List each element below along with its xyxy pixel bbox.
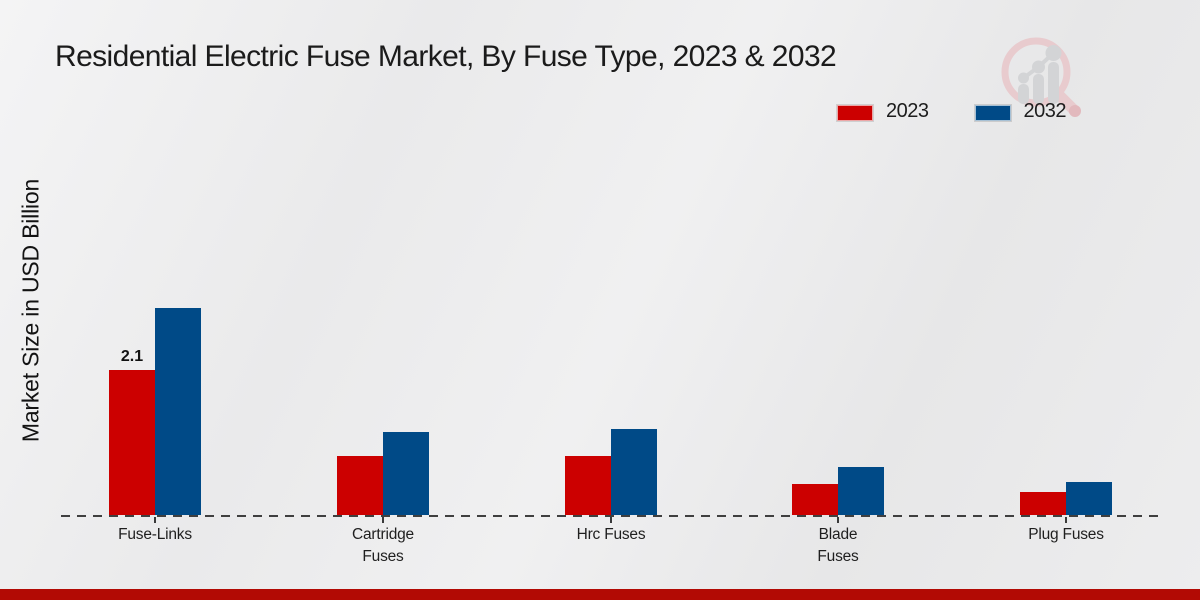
- x-axis-tick: [1065, 517, 1067, 523]
- bar-value-label: 2.1: [120, 348, 144, 365]
- bar-2023-category-0: [109, 370, 155, 515]
- bar-2032-category-1: [383, 432, 429, 515]
- legend-label-2032: 2032: [1023, 100, 1067, 122]
- category-label: Fuse-Links: [118, 526, 192, 543]
- category-label: Cartridge Fuses: [352, 526, 414, 565]
- category-label: Hrc Fuses: [576, 526, 646, 543]
- legend-item-2023: 2023: [837, 100, 929, 123]
- category-label: Plug Fuses: [1028, 526, 1104, 543]
- bar-2023-category-4: [1020, 492, 1066, 515]
- x-axis-tick: [154, 517, 156, 523]
- legend: 2023 2032: [837, 100, 1066, 123]
- chart-title: Residential Electric Fuse Market, By Fus…: [55, 40, 837, 73]
- bar-2032-category-4: [1066, 482, 1112, 515]
- bar-2023-category-1: [337, 456, 383, 515]
- x-axis-tick: [382, 517, 384, 523]
- bar-2032-category-0: [155, 308, 201, 515]
- bar-2023-category-3: [792, 484, 838, 515]
- bar-2032-category-3: [838, 467, 884, 515]
- legend-item-2032: 2032: [974, 100, 1067, 123]
- bar-2023-category-2: [565, 456, 611, 515]
- magnifier-bar-chart-logo-icon: [1001, 37, 1081, 117]
- footer-accent-bar: [0, 589, 1200, 600]
- x-axis-baseline: [61, 515, 1158, 517]
- x-axis-tick: [610, 517, 612, 523]
- legend-swatch-2032: [974, 104, 1011, 121]
- legend-swatch-2023: [837, 104, 873, 121]
- bar-2032-category-2: [611, 429, 657, 515]
- category-label: Blade Fuses: [817, 526, 859, 565]
- x-axis-tick: [837, 517, 839, 523]
- legend-label-2023: 2023: [886, 100, 929, 122]
